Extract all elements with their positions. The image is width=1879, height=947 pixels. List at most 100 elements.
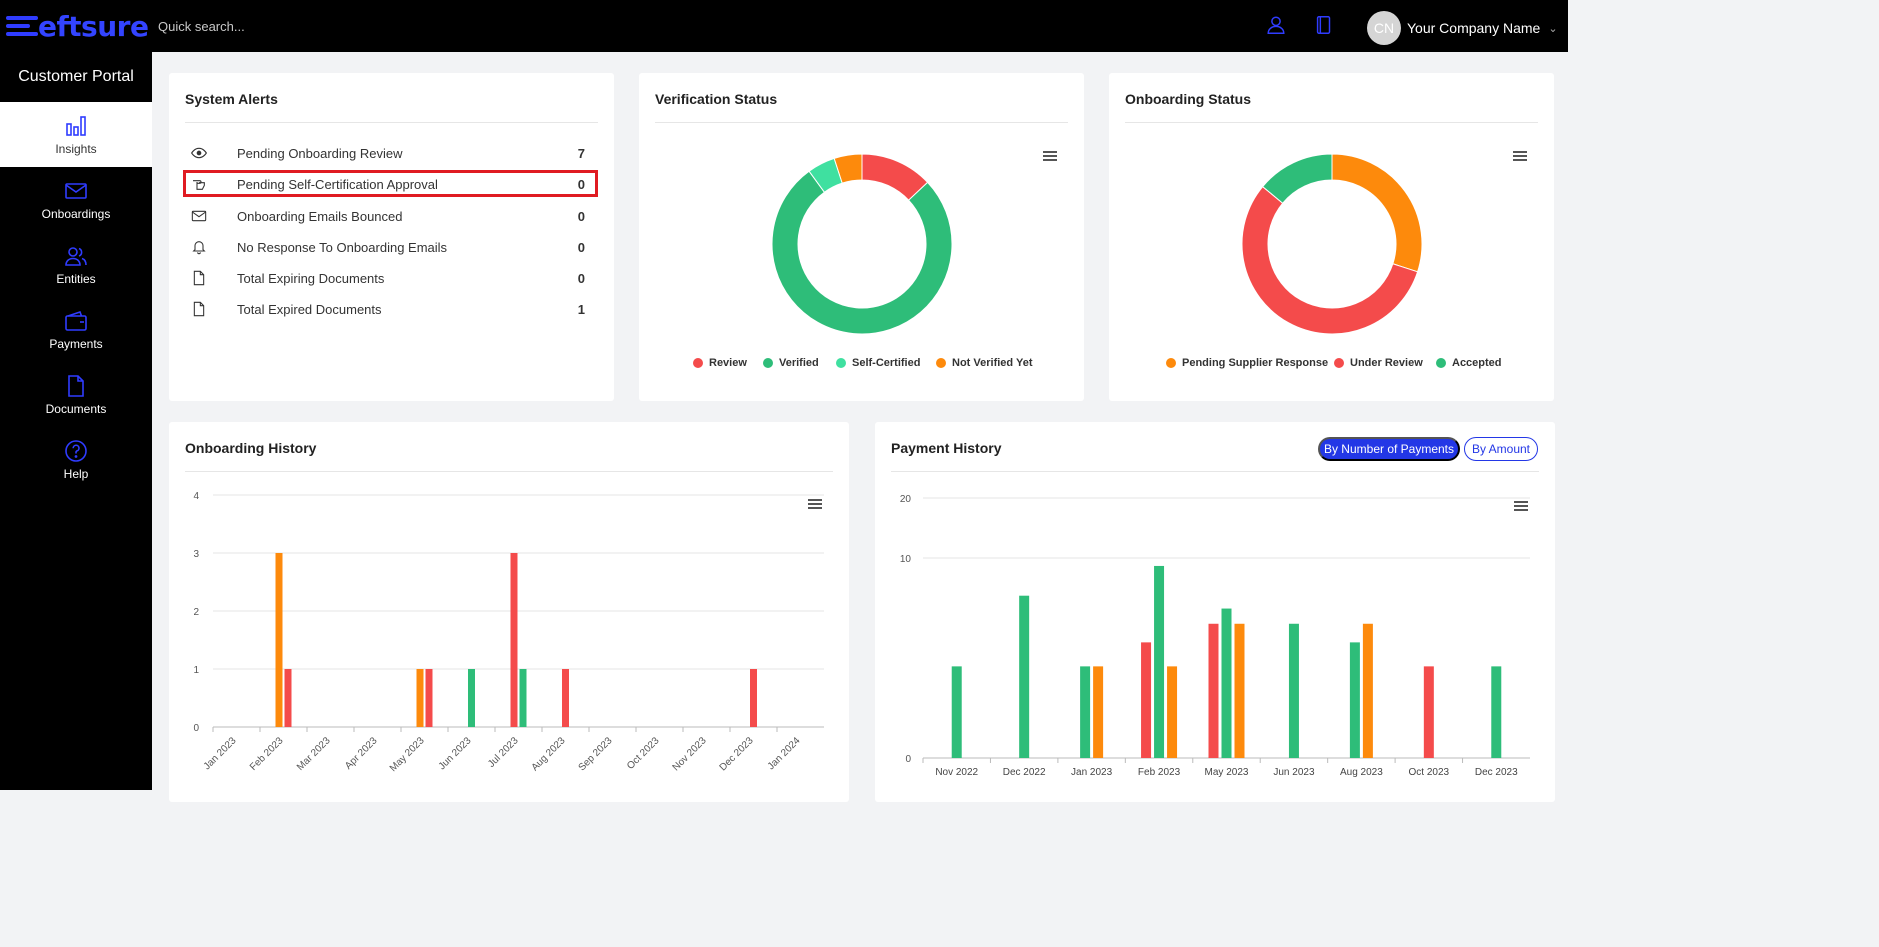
bar[interactable] [1221,608,1232,758]
x-tick-label: Aug 2023 [1340,767,1383,778]
sidebar: Customer Portal Insights Onboardings Ent… [0,52,152,790]
bar[interactable] [562,669,569,727]
onboarding-history-card: Onboarding History 0 1 2 3 4 Jan 2023 Feb 2023… [169,422,849,802]
chart-menu-icon[interactable] [1514,501,1528,513]
card-title: Onboarding Status [1125,91,1251,107]
bar[interactable] [1362,623,1373,758]
x-tick-label: Mar 2023 [295,735,333,773]
bar[interactable] [1080,666,1091,758]
bar[interactable] [1154,565,1165,758]
x-tick-label: May 2023 [1205,767,1249,778]
alert-row-pending-onboarding-review[interactable]: Pending Onboarding Review 7 [185,140,599,166]
legend-label: Accepted [1452,357,1502,369]
legend-item-accepted[interactable]: Accepted [1436,357,1502,369]
legend-item-review[interactable]: Review [693,357,747,369]
x-tick-label: Nov 2023 [671,735,709,773]
legend-label: Verified [779,357,819,369]
company-menu[interactable]: CN Your Company Name ⌄ [1367,11,1558,45]
bar[interactable] [1349,642,1360,758]
legend-item-pending-supplier-response[interactable]: Pending Supplier Response [1166,357,1328,369]
alert-row-onboarding-emails-bounced[interactable]: Onboarding Emails Bounced 0 [185,203,599,229]
onboarding-status-card: Onboarding Status Pending Supplier Respo… [1109,73,1554,401]
sidebar-item-onboardings[interactable]: Onboardings [0,167,152,232]
legend-item-under-review[interactable]: Under Review [1334,357,1423,369]
bar[interactable] [1167,666,1178,758]
legend-item-verified[interactable]: Verified [763,357,819,369]
bar[interactable] [1208,623,1219,758]
x-tick-label: Dec 2022 [1003,767,1046,778]
envelope-icon [191,210,207,222]
donut-slice-pending-supplier-response[interactable] [1331,153,1423,273]
bar[interactable] [1141,642,1152,758]
sidebar-item-payments[interactable]: Payments [0,297,152,362]
card-title: System Alerts [185,91,278,107]
legend-label: Review [709,357,747,369]
card-title: Onboarding History [185,440,317,456]
legend-dot [763,358,773,368]
bar[interactable] [275,553,283,727]
bar[interactable] [510,553,518,727]
bar-chart-icon [66,115,86,136]
bar[interactable] [1093,666,1104,758]
bar[interactable] [468,669,475,727]
chart-menu-icon[interactable] [808,499,822,511]
alert-label: Onboarding Emails Bounced [237,208,403,224]
alert-row-total-expired-documents[interactable]: Total Expired Documents 1 [185,296,599,322]
bar[interactable] [425,669,433,727]
sidebar-item-label: Documents [45,401,107,416]
user-icon[interactable] [1265,14,1289,38]
bar[interactable] [416,669,424,727]
alert-label: No Response To Onboarding Emails [237,239,448,255]
x-tick-label: Jun 2023 [437,735,474,772]
chart-menu-icon[interactable] [1043,151,1057,163]
legend-label: Under Review [1350,357,1423,369]
by-number-of-payments-button[interactable]: By Number of Payments [1318,437,1460,461]
sidebar-item-insights[interactable]: Insights [0,102,152,167]
legend-item-not-verified-yet[interactable]: Not Verified Yet [936,357,1033,369]
donut-slice-not-verified-yet[interactable] [833,153,863,184]
wallet-icon [65,310,87,331]
card-title: Verification Status [655,91,778,107]
alert-row-pending-self-certification-approval[interactable]: Pending Self-Certification Approval 0 [185,171,599,197]
by-amount-button[interactable]: By Amount [1464,437,1538,461]
book-icon[interactable] [1313,14,1337,38]
donut-slice-under-review[interactable] [1241,185,1419,335]
bar[interactable] [1423,666,1434,758]
bar[interactable] [1234,623,1245,758]
bar[interactable] [519,669,527,727]
alert-row-no-response-to-onboarding-emails[interactable]: No Response To Onboarding Emails 0 [185,234,599,260]
divider [185,122,598,123]
donut-slice-verified[interactable] [771,170,953,335]
document-icon [68,374,84,397]
x-tick-label: Sep 2023 [577,735,615,773]
y-tick-label: 3 [193,549,199,560]
x-tick-label: Aug 2023 [530,735,568,773]
quick-search-input[interactable] [158,14,538,38]
sidebar-item-entities[interactable]: Entities [0,232,152,297]
payment-history-bar-chart: 0 10 20 Nov 2022 Dec 2022 Jan 2023 Feb 2023 May… [900,494,1530,778]
sidebar-item-label: Entities [56,271,96,286]
sidebar-item-help[interactable]: Help [0,427,152,492]
eftsure-logo[interactable]: eftsure [6,10,149,43]
legend-dot [1436,358,1446,368]
sidebar-item-documents[interactable]: Documents [0,362,152,427]
donut-slice-accepted[interactable] [1261,153,1333,204]
alert-row-total-expiring-documents[interactable]: Total Expiring Documents 0 [185,265,599,291]
x-tick-label: Jan 2023 [1071,767,1113,778]
bar[interactable] [284,669,292,727]
bell-icon [192,241,206,255]
x-tick-label: Jan 2024 [766,735,803,772]
bar[interactable] [951,666,962,758]
chart-menu-icon[interactable] [1513,151,1527,163]
alert-count: 0 [577,176,585,192]
alert-count: 0 [577,270,585,286]
x-tick-label: Dec 2023 [1475,767,1518,778]
help-icon [65,439,87,462]
bar[interactable] [750,669,757,727]
bar[interactable] [1288,623,1299,758]
legend-item-self-certified[interactable]: Self-Certified [836,357,920,369]
bar[interactable] [1019,595,1030,758]
divider [185,471,833,472]
bar[interactable] [1491,666,1502,758]
y-tick-label: 0 [905,754,911,765]
